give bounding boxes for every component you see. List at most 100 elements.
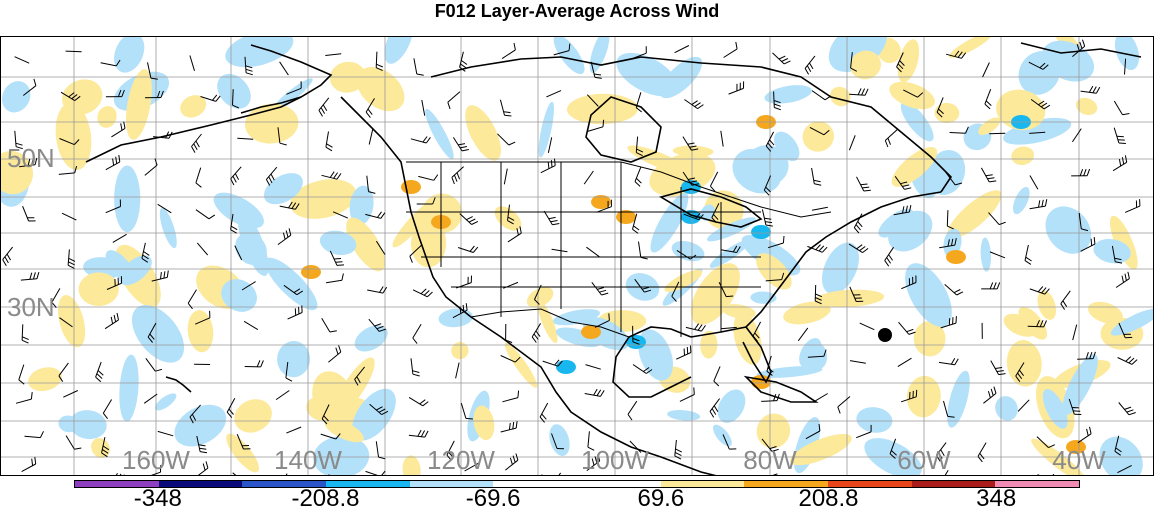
positive-shading [567,93,639,125]
wind-barb [146,358,162,371]
wind-barb [724,42,738,58]
positive-shading [448,338,472,362]
wind-barb [838,397,850,414]
positive-shading [94,103,119,130]
wind-barb [686,324,706,331]
wind-barb [939,358,958,365]
wind-barb [322,318,337,332]
wind-barb [805,56,815,75]
negative-shading [350,320,392,357]
wind-barb [584,171,593,184]
wind-barb [849,88,868,95]
wind-barb [1113,155,1127,170]
wind-barb [448,92,460,109]
wind-barb [1114,101,1129,115]
wind-barb [366,471,386,476]
lon-label-40w: 40W [1052,447,1105,473]
lat-label-30n: 30N [7,294,55,320]
wind-barb [1118,357,1138,365]
wind-barb [1114,128,1126,144]
wind-barb [721,131,723,147]
wind-barb [798,328,808,341]
wind-barb [190,56,195,71]
colorbar [74,480,1080,488]
negative-shading [1,76,36,117]
lon-label-60w: 60W [897,447,950,473]
wind-barb [885,247,894,266]
wind-barb [983,63,990,78]
wind-barb [950,127,969,133]
wind-barb [63,391,78,398]
wind-barb [325,54,341,56]
wind-barb [983,387,996,404]
wind-barb [898,358,912,366]
wind-barb [592,282,608,295]
wind-barb [500,100,511,116]
wind-barb [541,473,561,476]
negative-shading [421,106,458,162]
wind-barb [25,431,44,437]
negative-shading [750,291,777,304]
wind-barb [1119,403,1136,415]
wind-barb [237,138,253,139]
wind-barb [245,360,264,367]
wind-barb [376,52,383,71]
wind-barb [196,168,202,188]
colorbar-tick-label: 208.8 [798,487,858,511]
wind-barb [145,159,157,176]
positive-shading [1010,145,1036,167]
wind-barb [773,53,791,64]
wind-barb [196,210,215,219]
wind-barb [414,58,424,75]
wind-barb [1030,199,1047,209]
wind-barb [233,473,245,476]
negative-shading [763,82,813,107]
wind-barb [113,234,127,242]
wind-barb [989,133,1005,134]
negative-shading [276,340,311,378]
map-canvas [1,37,1154,476]
wind-barb [1072,129,1081,142]
negative-shading [1036,197,1101,263]
wind-barb [675,440,682,459]
negative-shading [980,237,992,272]
wind-barb [106,155,120,170]
wind-barb [105,313,118,329]
map-title: F012 Layer-Average Across Wind [0,0,1154,24]
negative-shading [667,409,701,422]
wind-barb [1078,427,1091,443]
positive-shading [221,429,264,476]
lon-label-140w: 140W [274,447,342,473]
wind-barb [501,421,517,432]
wind-barb [19,365,24,385]
wind-barb [635,167,641,187]
wind-barb [814,394,828,402]
lon-label-80w: 80W [743,447,796,473]
wind-barb [544,211,559,225]
wind-barb [66,51,82,52]
wind-barb [991,361,1006,375]
positive-shading [1005,338,1044,388]
wind-barb [22,457,36,472]
wind-barb [1116,272,1129,288]
wind-barb [546,91,561,97]
positive-maximum [301,265,321,279]
wind-barb [899,322,916,334]
negative-shading [114,166,140,233]
wind-barb [540,403,548,422]
positive-shading [401,455,421,476]
wind-barb [16,392,32,403]
positive-shading [458,100,508,166]
wind-barb [409,430,428,437]
wind-barb [231,167,242,185]
positive-shading [26,364,65,395]
wind-barb [1030,176,1038,190]
wind-barb [850,361,866,364]
wind-barb [628,401,637,420]
wind-barb [885,130,897,147]
wind-barb [989,213,1006,225]
map-panel[interactable]: 50N 30N 160W 140W 120W 100W 80W 60W 40W [0,36,1154,476]
negative-shading [991,392,1021,424]
colorbar-tick-label: 69.6 [637,487,684,511]
wind-barb [456,276,471,288]
